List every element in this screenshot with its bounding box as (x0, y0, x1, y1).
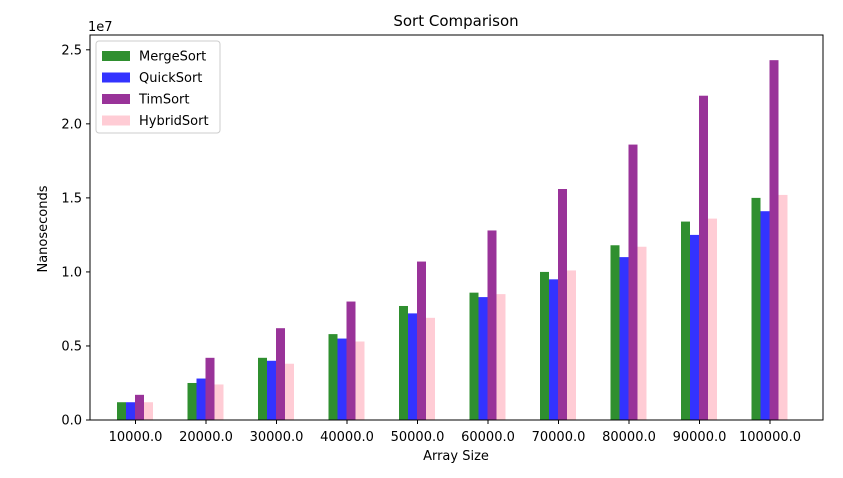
bar-mergesort-60000.0 (469, 292, 479, 420)
x-ticks: 10000.0 20000.0 30000.0 40000.0 50000.0 60000… (109, 420, 801, 445)
bar-hybridsort-80000.0 (637, 246, 647, 420)
y-tick-label: 0.5 (61, 339, 82, 354)
x-tick-label: 20000.0 (179, 430, 233, 445)
bar-hybridsort-10000.0 (144, 402, 153, 420)
bar-mergesort-40000.0 (328, 334, 338, 420)
legend-swatch-timsort (102, 94, 130, 104)
y-axis-label: Nanoseconds (36, 185, 51, 272)
legend-label-quicksort: QuickSort (139, 71, 202, 86)
bar-timsort-100000.0 (769, 60, 779, 421)
legend-label-mergesort: MergeSort (139, 50, 206, 65)
bar-timsort-60000.0 (487, 230, 497, 420)
y-offset-label: 1e7 (88, 20, 113, 35)
bar-hybridsort-20000.0 (214, 384, 224, 420)
bar-quicksort-10000.0 (126, 402, 135, 420)
y-tick-label: 2.0 (61, 117, 82, 132)
y-tick-label: 1.5 (61, 191, 82, 206)
bar-mergesort-90000.0 (681, 221, 690, 420)
bar-mergesort-80000.0 (610, 245, 620, 420)
bar-timsort-30000.0 (276, 328, 285, 420)
bar-quicksort-40000.0 (337, 338, 347, 420)
bar-hybridsort-30000.0 (285, 363, 294, 420)
x-tick-label: 50000.0 (391, 430, 445, 445)
bar-timsort-40000.0 (346, 301, 356, 420)
chart-title: Sort Comparison (393, 12, 518, 30)
bar-hybridsort-50000.0 (426, 317, 435, 420)
bar-timsort-70000.0 (558, 189, 567, 420)
legend-box (95, 40, 221, 134)
x-tick-label: 100000.0 (739, 430, 801, 445)
bar-hybridsort-100000.0 (778, 194, 788, 420)
bar-timsort-90000.0 (699, 95, 708, 420)
bar-timsort-80000.0 (628, 144, 638, 421)
bar-quicksort-100000.0 (760, 211, 770, 420)
bar-timsort-20000.0 (205, 357, 215, 420)
bar-quicksort-50000.0 (408, 313, 417, 420)
bar-mergesort-30000.0 (258, 357, 267, 420)
bars (117, 60, 788, 421)
y-ticks: 0.0 0.5 1.0 1.5 2.0 2.5 (61, 43, 90, 429)
legend-label-timsort: TimSort (138, 93, 189, 108)
x-tick-label: 90000.0 (673, 430, 727, 445)
bar-hybridsort-60000.0 (496, 294, 506, 420)
bar-quicksort-80000.0 (619, 257, 629, 420)
legend-label-hybridsort: HybridSort (139, 114, 209, 129)
y-tick-label: 1.0 (61, 265, 82, 280)
x-tick-label: 40000.0 (320, 430, 374, 445)
x-tick-label: 60000.0 (461, 430, 515, 445)
bar-hybridsort-70000.0 (567, 270, 576, 420)
legend-swatch-quicksort (102, 72, 130, 83)
bar-hybridsort-40000.0 (355, 341, 365, 420)
legend-swatch-mergesort (102, 51, 130, 61)
y-tick-label: 0.0 (61, 414, 82, 429)
x-tick-label: 80000.0 (602, 430, 656, 445)
bar-mergesort-20000.0 (187, 382, 197, 420)
x-tick-label: 10000.0 (109, 430, 163, 445)
bar-hybridsort-90000.0 (708, 218, 717, 420)
bar-quicksort-60000.0 (478, 297, 488, 420)
y-tick-label: 2.5 (61, 43, 82, 58)
bar-mergesort-100000.0 (751, 197, 761, 420)
bar-mergesort-70000.0 (540, 271, 549, 420)
plot-frame (89, 34, 824, 421)
bar-quicksort-90000.0 (690, 234, 699, 420)
bar-quicksort-70000.0 (549, 279, 558, 420)
bar-timsort-50000.0 (417, 261, 426, 420)
x-tick-label: 70000.0 (532, 430, 586, 445)
bar-timsort-10000.0 (135, 394, 144, 420)
legend: MergeSort QuickSort TimSort HybridSort (95, 40, 221, 134)
x-axis-label: Array Size (423, 449, 489, 464)
bar-mergesort-50000.0 (399, 305, 408, 420)
bar-quicksort-30000.0 (267, 360, 276, 420)
bar-quicksort-20000.0 (196, 378, 206, 420)
legend-swatch-hybridsort (102, 115, 130, 126)
x-tick-label: 30000.0 (250, 430, 304, 445)
bar-mergesort-10000.0 (117, 402, 126, 420)
